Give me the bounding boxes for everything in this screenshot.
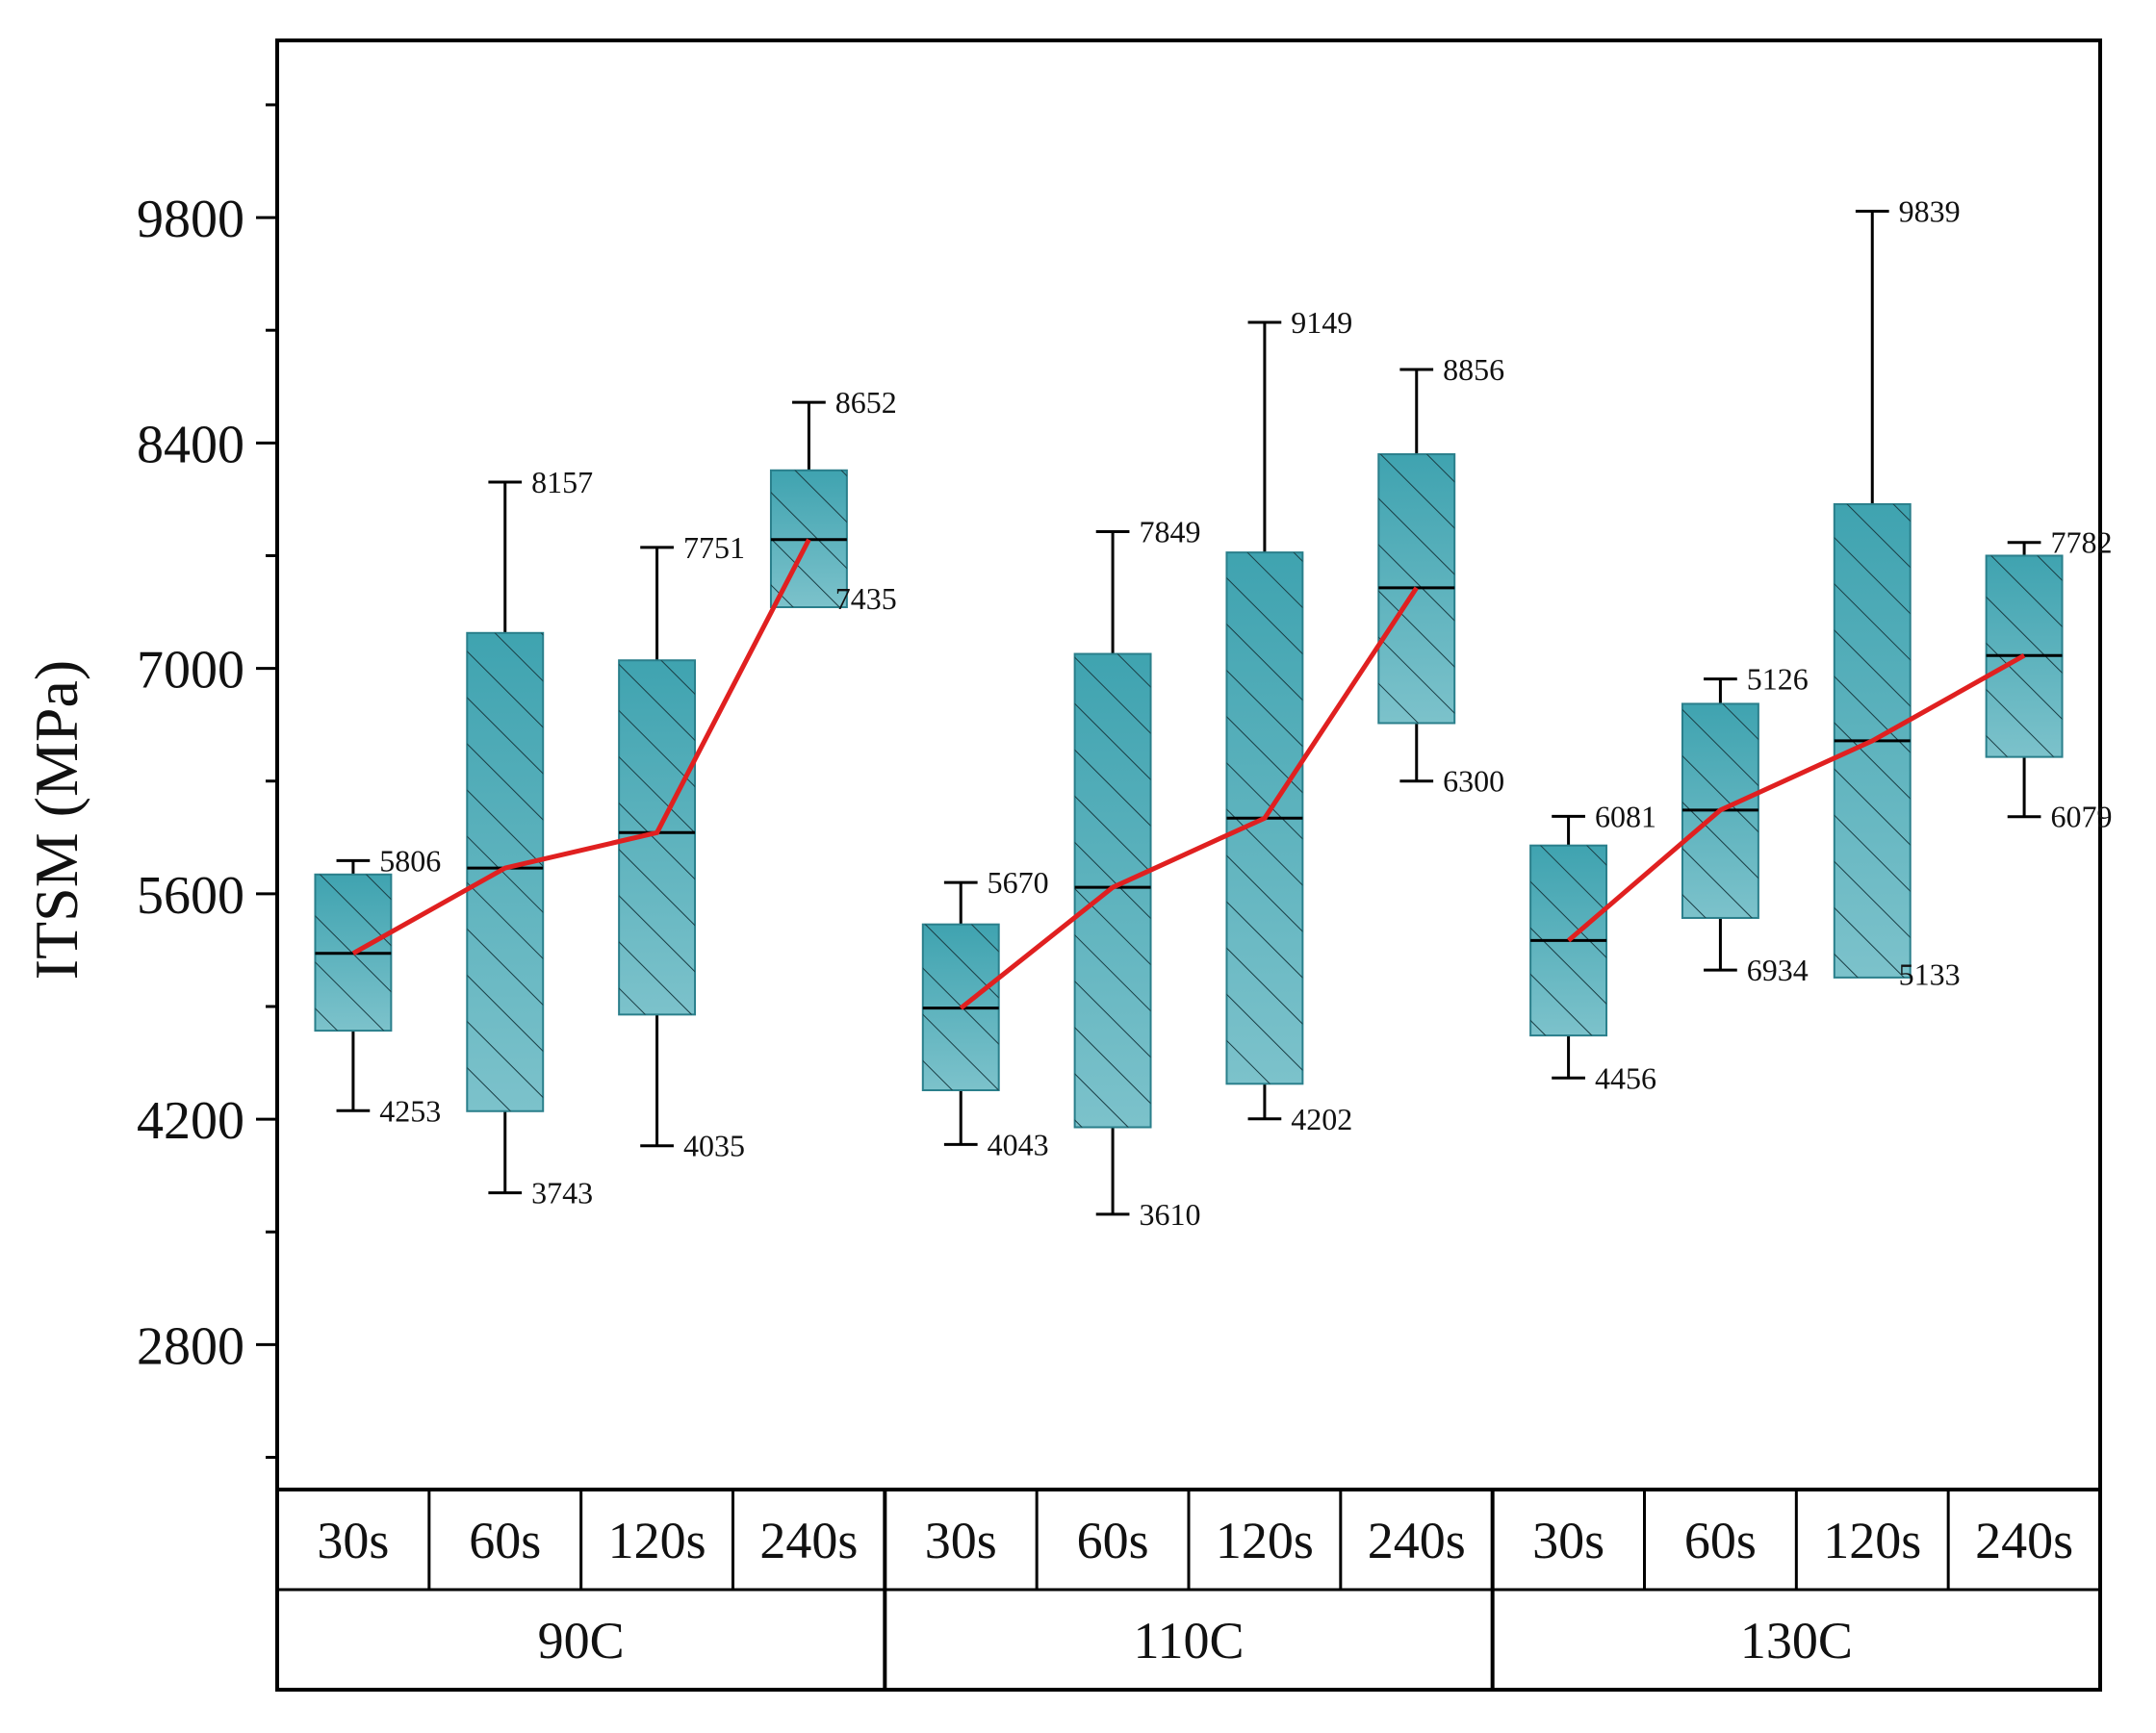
- max-value-label: 9149: [1291, 305, 1352, 340]
- max-value-label: 5806: [379, 843, 441, 878]
- min-value-label: 3743: [531, 1176, 593, 1211]
- y-tick-label: 5600: [137, 866, 244, 926]
- y-axis-title: ITSM (MPa): [22, 660, 90, 980]
- max-value-label: 8856: [1443, 352, 1504, 387]
- trend-line: [959, 586, 1419, 1010]
- time-label: 240s: [1368, 1512, 1466, 1569]
- box-hatch: [467, 632, 544, 1111]
- y-tick-label: 9800: [137, 190, 244, 249]
- max-value-label: 7782: [2050, 525, 2112, 560]
- time-label: 120s: [608, 1512, 706, 1569]
- y-tick-label: 2800: [137, 1316, 244, 1376]
- box-hatch: [1074, 653, 1151, 1128]
- min-value-label: 4253: [379, 1093, 441, 1128]
- trend-line: [351, 538, 811, 956]
- max-value-label: 7751: [683, 530, 745, 565]
- max-value-label: 9839: [1899, 194, 1961, 229]
- max-value-label: 8652: [835, 385, 897, 420]
- max-value-label: 8157: [531, 465, 593, 499]
- time-label: 60s: [1077, 1512, 1149, 1569]
- min-value-label: 3610: [1139, 1197, 1200, 1232]
- trend-line: [1566, 653, 2026, 943]
- min-value-label: 6934: [1747, 953, 1809, 987]
- max-value-label: 5126: [1747, 662, 1809, 697]
- min-value-label: 6300: [1443, 764, 1504, 799]
- min-value-label: 5133: [1899, 957, 1961, 992]
- min-value-label: 7435: [835, 581, 897, 616]
- y-tick-label: 7000: [137, 641, 244, 701]
- y-tick-label: 4200: [137, 1091, 244, 1151]
- min-value-label: 6079: [2050, 800, 2112, 834]
- min-value-label: 4035: [683, 1129, 745, 1163]
- time-label: 60s: [469, 1512, 541, 1569]
- group-label: 110C: [1133, 1612, 1244, 1669]
- time-label: 30s: [1532, 1512, 1604, 1569]
- time-label: 240s: [759, 1512, 858, 1569]
- min-value-label: 4043: [988, 1127, 1049, 1161]
- min-value-label: 4202: [1291, 1102, 1352, 1136]
- max-value-label: 6081: [1595, 799, 1656, 833]
- max-value-label: 5670: [988, 865, 1049, 900]
- plot-frame: [275, 38, 2102, 1692]
- time-label: 120s: [1823, 1512, 1921, 1569]
- group-label: 90C: [538, 1612, 625, 1669]
- group-label: 130C: [1740, 1612, 1853, 1669]
- time-label: 120s: [1216, 1512, 1314, 1569]
- max-value-label: 7849: [1139, 515, 1200, 549]
- time-label: 30s: [925, 1512, 997, 1569]
- y-tick-label: 8400: [137, 415, 244, 474]
- time-label: 30s: [317, 1512, 389, 1569]
- time-label: 60s: [1684, 1512, 1757, 1569]
- min-value-label: 4456: [1595, 1060, 1656, 1095]
- time-label: 240s: [1975, 1512, 2073, 1569]
